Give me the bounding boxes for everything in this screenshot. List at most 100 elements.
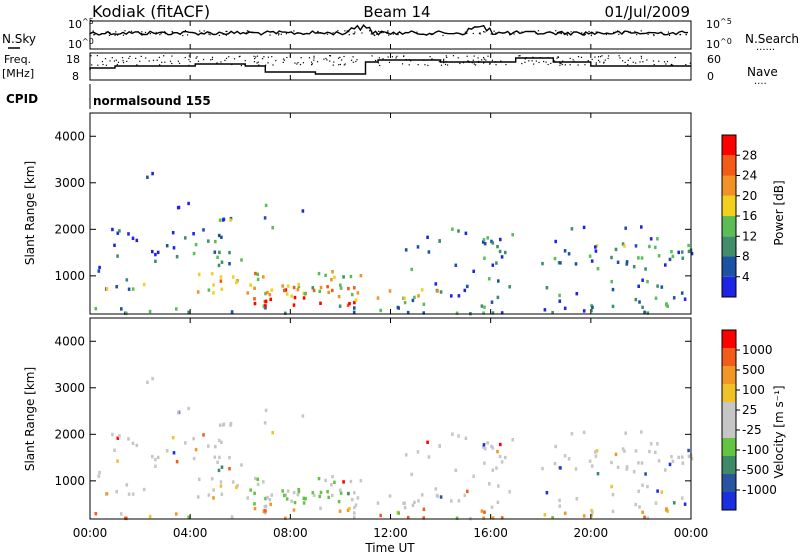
nave-point xyxy=(189,60,191,63)
nave-point xyxy=(440,64,443,66)
nave-point xyxy=(216,62,218,64)
nsearch-point xyxy=(370,33,372,35)
nave-point xyxy=(466,55,468,57)
power-cell xyxy=(483,256,486,260)
nave-point xyxy=(272,64,274,66)
power-cell xyxy=(436,289,439,293)
power-yticks: 1000 2000 3000 4000 xyxy=(54,129,691,283)
nsearch-point xyxy=(218,34,220,36)
velocity-cell xyxy=(625,465,629,469)
power-cell xyxy=(346,303,350,307)
nave-point xyxy=(532,56,534,58)
power-colorbar-swatch xyxy=(722,236,736,257)
velocity-cell xyxy=(312,493,316,498)
nsearch-point xyxy=(139,32,141,34)
power-cell xyxy=(116,231,120,235)
nave-point xyxy=(663,61,666,63)
velocity-cell xyxy=(427,455,431,459)
velocity-cell xyxy=(558,504,562,508)
nave-point xyxy=(395,57,397,59)
nave-point xyxy=(396,55,398,57)
velocity-cell xyxy=(417,499,420,503)
velocity-cell xyxy=(472,474,475,478)
velocity-cell xyxy=(338,509,342,513)
nsearch-point xyxy=(115,31,117,33)
velocity-cell xyxy=(644,472,647,476)
nave-point xyxy=(627,63,629,66)
nsearch-point xyxy=(116,34,119,36)
nave-point xyxy=(424,64,426,66)
nsearch-point xyxy=(137,31,139,33)
power-cell xyxy=(262,275,265,279)
power-cell xyxy=(654,296,658,300)
power-cell xyxy=(253,297,256,301)
power-cell xyxy=(482,238,486,242)
nave-point xyxy=(115,59,117,61)
nave-point xyxy=(595,62,597,64)
velocity-colorbar-swatch xyxy=(722,456,736,474)
power-cell xyxy=(120,307,123,311)
power-cell xyxy=(219,279,223,283)
velocity-cell xyxy=(285,497,289,501)
power-cell xyxy=(219,275,223,279)
velocity-cell xyxy=(664,468,667,472)
power-cell xyxy=(624,226,627,230)
velocity-cell xyxy=(596,472,600,476)
nsearch-point xyxy=(203,30,205,32)
velocity-colorbar-label: Velocity [m s⁻¹] xyxy=(772,385,786,478)
nsearch-point xyxy=(618,33,620,35)
velocity-cell xyxy=(590,513,593,518)
velocity-cell xyxy=(202,433,205,437)
nave-point xyxy=(164,61,166,63)
nsearch-point xyxy=(337,30,339,32)
nave-point xyxy=(665,63,667,65)
velocity-cell xyxy=(641,510,644,514)
velocity-colorbar-swatch xyxy=(722,438,736,456)
velocity-cell xyxy=(582,514,586,518)
velocity-cell xyxy=(634,449,638,453)
nsearch-point xyxy=(490,33,492,35)
nave-point xyxy=(562,60,564,62)
power-cell xyxy=(339,283,342,287)
velocity-cell xyxy=(554,444,557,449)
nave-point xyxy=(340,59,343,61)
nsearch-point xyxy=(225,34,227,36)
nave-point xyxy=(483,58,485,60)
power-cell xyxy=(420,288,424,292)
power-cell xyxy=(269,297,272,302)
nave-point xyxy=(117,61,120,63)
power-cell xyxy=(543,308,547,312)
velocity-cell xyxy=(283,493,286,498)
power-ytick-label: 3000 xyxy=(54,176,85,190)
power-panel-frame xyxy=(89,112,692,315)
nsearch-point xyxy=(425,34,427,36)
power-cell xyxy=(500,255,504,259)
power-colorbar-swatch xyxy=(722,195,736,217)
nave-point xyxy=(640,55,642,57)
velocity-cell xyxy=(640,430,643,434)
velocity-cell xyxy=(350,497,354,502)
power-cell xyxy=(146,175,149,179)
velocity-cell xyxy=(268,498,272,502)
power-cell xyxy=(296,288,300,292)
velocity-cell xyxy=(403,501,406,505)
velocity-yticks: 1000 2000 3000 4000 xyxy=(54,334,691,488)
power-cell xyxy=(594,245,597,249)
nsearch-point xyxy=(317,31,319,33)
velocity-colorbar-swatch xyxy=(722,384,736,402)
nsearch-point xyxy=(509,34,511,36)
nave-point xyxy=(483,62,485,64)
power-colorbar-label: 12 xyxy=(742,229,757,243)
nave-point xyxy=(264,64,267,66)
power-cell xyxy=(118,229,121,233)
velocity-cell xyxy=(491,446,495,450)
velocity-cell xyxy=(353,511,356,515)
power-cell xyxy=(127,232,130,236)
velocity-cell xyxy=(422,516,425,520)
power-cell xyxy=(422,302,426,306)
nave-point xyxy=(408,64,410,66)
velocity-cell xyxy=(212,488,215,492)
power-cell xyxy=(672,296,676,300)
velocity-cell xyxy=(563,454,567,458)
